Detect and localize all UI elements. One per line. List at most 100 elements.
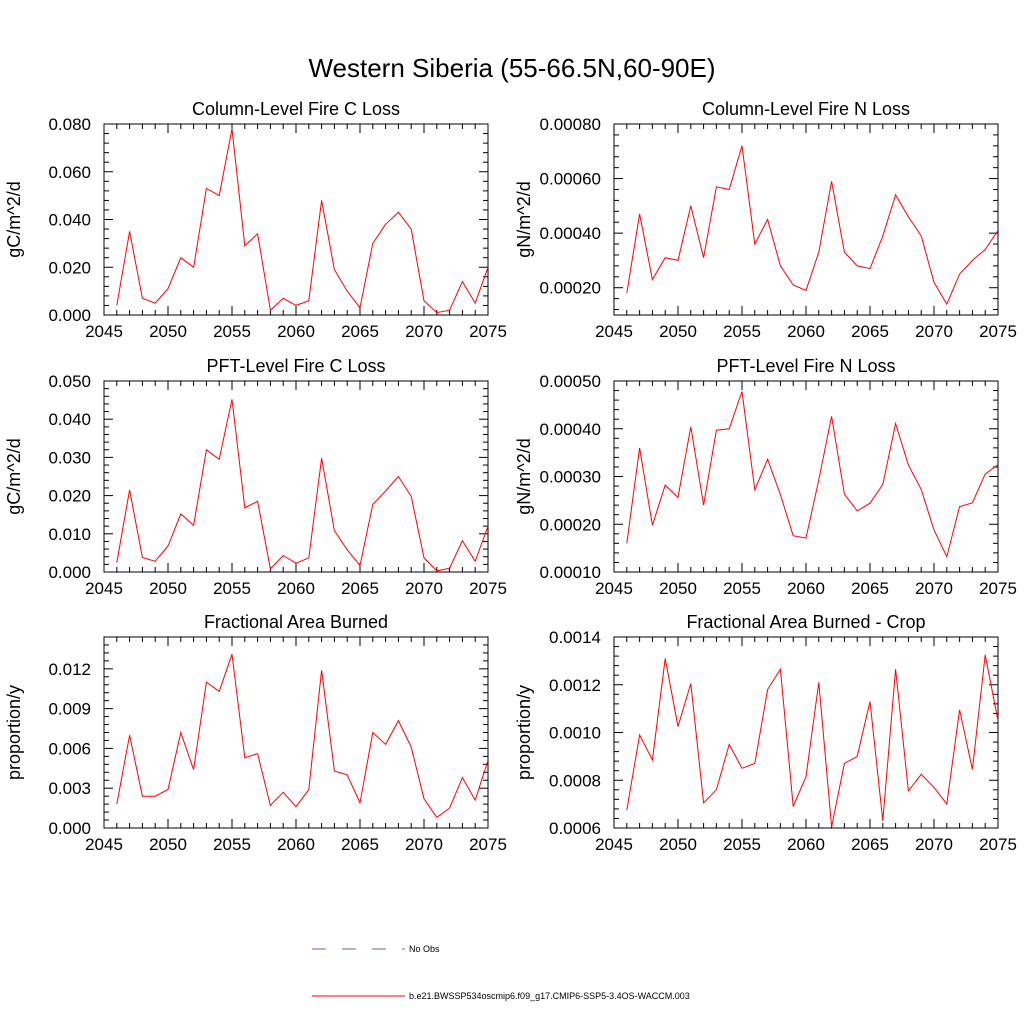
x-tick-label: 2055: [213, 835, 251, 854]
y-tick-label: 0.00080: [540, 115, 601, 134]
x-tick-label: 2070: [405, 322, 443, 341]
legend: No Obs b.e21.BWSSP534oscmip6.f09_g17.CMI…: [312, 944, 690, 1001]
y-tick-label: 0.00020: [540, 279, 601, 298]
panel-title: Column-Level Fire C Loss: [192, 99, 400, 119]
x-tick-label: 2045: [85, 835, 123, 854]
x-tick-label: 2060: [277, 322, 315, 341]
y-tick-label: 0.030: [48, 448, 91, 467]
figure-title: Western Siberia (55-66.5N,60-90E): [308, 53, 715, 83]
x-tick-label: 2070: [915, 835, 953, 854]
series-line-1: [626, 145, 998, 306]
y-tick-label: 0.012: [48, 660, 91, 679]
x-tick-label: 2055: [213, 579, 251, 598]
series-line-1: [116, 399, 488, 572]
x-tick-label: 2055: [723, 579, 761, 598]
x-tick-label: 2070: [405, 835, 443, 854]
x-tick-label: 2055: [213, 322, 251, 341]
x-tick-label: 2045: [85, 579, 123, 598]
y-tick-label: 0.0008: [549, 771, 601, 790]
x-tick-label: 2050: [149, 835, 187, 854]
x-tick-label: 2055: [723, 322, 761, 341]
x-tick-label: 2050: [659, 322, 697, 341]
x-tick-label: 2070: [915, 579, 953, 598]
panel-title: Fractional Area Burned - Crop: [686, 612, 925, 632]
x-tick-label: 2045: [595, 579, 633, 598]
y-axis-label: gN/m^2/d: [514, 438, 534, 514]
y-tick-label: 0.040: [48, 410, 91, 429]
x-tick-label: 2075: [469, 579, 507, 598]
y-tick-label: 0.0012: [549, 676, 601, 695]
x-tick-label: 2070: [915, 322, 953, 341]
y-axis-label: gC/m^2/d: [4, 438, 24, 514]
y-axis-label: gN/m^2/d: [514, 181, 534, 257]
x-tick-label: 2065: [341, 322, 379, 341]
x-tick-label: 2060: [787, 322, 825, 341]
y-tick-label: 0.000: [48, 563, 91, 582]
plot-frame: [613, 123, 999, 316]
panel-4: PFT-Level Fire N Loss gN/m^2/d 2045 2050 205…: [514, 356, 1017, 598]
x-tick-label: 2075: [979, 835, 1017, 854]
x-tick-label: 2045: [85, 322, 123, 341]
y-tick-label: 0.009: [48, 700, 91, 719]
y-tick-label: 0.0006: [549, 819, 601, 838]
y-tick-label: 0.060: [48, 163, 91, 182]
x-tick-label: 2075: [469, 322, 507, 341]
panel-title: PFT-Level Fire C Loss: [206, 356, 385, 376]
x-tick-label: 2050: [659, 579, 697, 598]
panel-1: Column-Level Fire C Loss gC/m^2/d 2045 2050…: [4, 99, 507, 341]
y-axis-label: proportion/y: [514, 685, 534, 780]
y-axis-label: proportion/y: [4, 685, 24, 780]
x-tick-label: 2075: [979, 579, 1017, 598]
x-tick-label: 2050: [659, 835, 697, 854]
legend-obs-label: No Obs: [409, 944, 440, 954]
x-tick-label: 2065: [341, 835, 379, 854]
x-tick-label: 2060: [277, 835, 315, 854]
y-tick-label: 0.000: [48, 819, 91, 838]
y-tick-label: 0.010: [48, 525, 91, 544]
x-tick-label: 2060: [787, 835, 825, 854]
panel-title: Column-Level Fire N Loss: [702, 99, 910, 119]
y-tick-label: 0.040: [48, 211, 91, 230]
x-tick-label: 2055: [723, 835, 761, 854]
panel-2: Column-Level Fire N Loss gN/m^2/d 2045 2050…: [514, 99, 1017, 341]
x-tick-label: 2050: [149, 322, 187, 341]
y-tick-label: 0.0014: [549, 628, 601, 647]
plot-frame: [103, 380, 489, 573]
y-tick-label: 0.00040: [540, 224, 601, 243]
panel-3: PFT-Level Fire C Loss gC/m^2/d 2045 2050 205…: [4, 356, 507, 598]
x-tick-label: 2050: [149, 579, 187, 598]
series-line-1: [626, 391, 998, 559]
y-tick-label: 0.00020: [540, 515, 601, 534]
y-tick-label: 0.006: [48, 739, 91, 758]
y-tick-label: 0.0010: [549, 724, 601, 743]
y-tick-label: 0.00030: [540, 468, 601, 487]
y-tick-label: 0.00060: [540, 170, 601, 189]
panel-6: Fractional Area Burned - Crop proportion/…: [514, 612, 1017, 854]
y-tick-label: 0.00040: [540, 420, 601, 439]
series-line-1: [626, 654, 998, 827]
y-tick-label: 0.00010: [540, 563, 601, 582]
x-tick-label: 2065: [851, 835, 889, 854]
legend-model-label: b.e21.BWSSP534oscmip6.f09_g17.CMIP6-SSP5…: [409, 991, 690, 1001]
plot-frame: [103, 636, 489, 829]
y-tick-label: 0.050: [48, 372, 91, 391]
x-tick-label: 2045: [595, 322, 633, 341]
panel-5: Fractional Area Burned proportion/y 2045 20…: [4, 612, 507, 854]
x-tick-label: 2045: [595, 835, 633, 854]
x-tick-label: 2070: [405, 579, 443, 598]
x-tick-label: 2075: [469, 835, 507, 854]
panel-title: PFT-Level Fire N Loss: [716, 356, 895, 376]
y-axis-label: gC/m^2/d: [4, 181, 24, 257]
y-tick-label: 0.00050: [540, 372, 601, 391]
plot-frame: [103, 123, 489, 316]
x-tick-label: 2065: [851, 322, 889, 341]
y-tick-label: 0.080: [48, 115, 91, 134]
y-tick-label: 0.000: [48, 306, 91, 325]
y-tick-label: 0.020: [48, 487, 91, 506]
y-tick-label: 0.020: [48, 258, 91, 277]
x-tick-label: 2065: [341, 579, 379, 598]
plot-frame: [613, 636, 999, 829]
series-line-1: [116, 654, 488, 819]
series-line-1: [116, 128, 488, 314]
